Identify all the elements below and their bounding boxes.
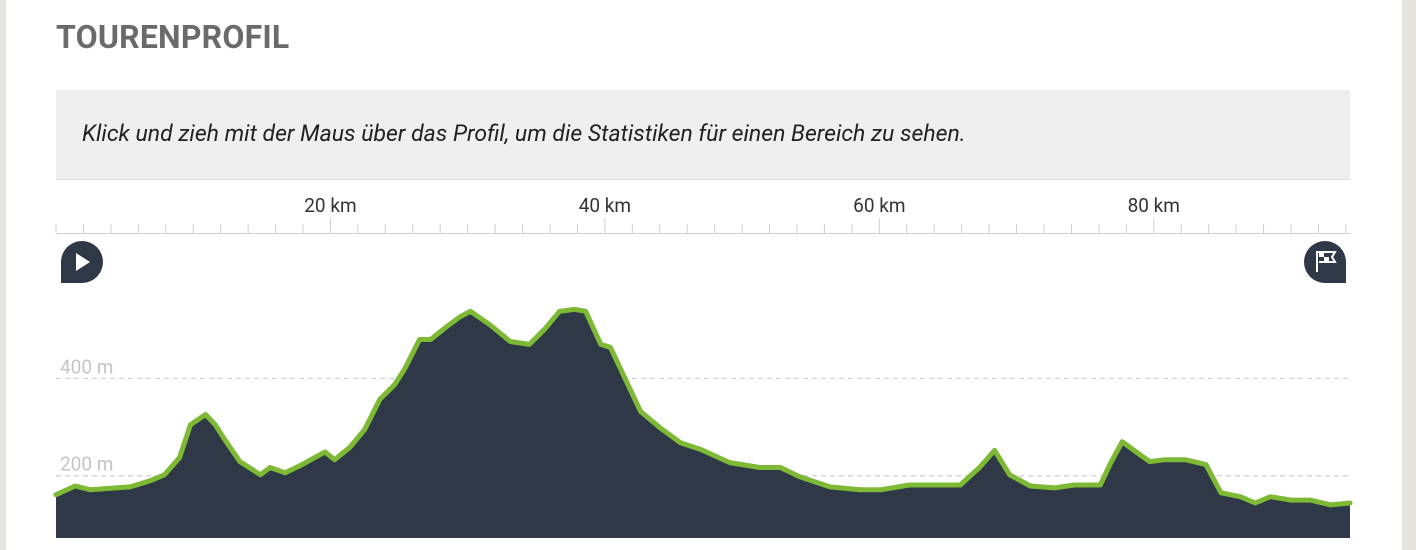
y-tick-label: 400 m bbox=[60, 355, 113, 378]
start-marker[interactable] bbox=[61, 241, 103, 283]
play-symbol bbox=[76, 253, 90, 271]
flag-check bbox=[1324, 257, 1329, 261]
x-tick-label: 40 km bbox=[579, 194, 631, 217]
finish-marker[interactable] bbox=[1304, 241, 1346, 283]
elevation-line bbox=[53, 306, 1353, 508]
hint-text: Klick und zieh mit der Maus über das Pro… bbox=[82, 120, 966, 147]
x-tick-label: 80 km bbox=[1128, 194, 1180, 217]
flag-symbol bbox=[1316, 251, 1337, 272]
x-tick-label: 60 km bbox=[853, 194, 905, 217]
elevation-area bbox=[56, 309, 1350, 538]
y-tick-label: 200 m bbox=[60, 453, 113, 476]
hint-box: Klick und zieh mit der Maus über das Pro… bbox=[56, 90, 1350, 180]
x-tick-label: 20 km bbox=[304, 194, 356, 217]
flag-check bbox=[1319, 253, 1324, 257]
section-title: TOURENPROFIL bbox=[56, 18, 290, 56]
